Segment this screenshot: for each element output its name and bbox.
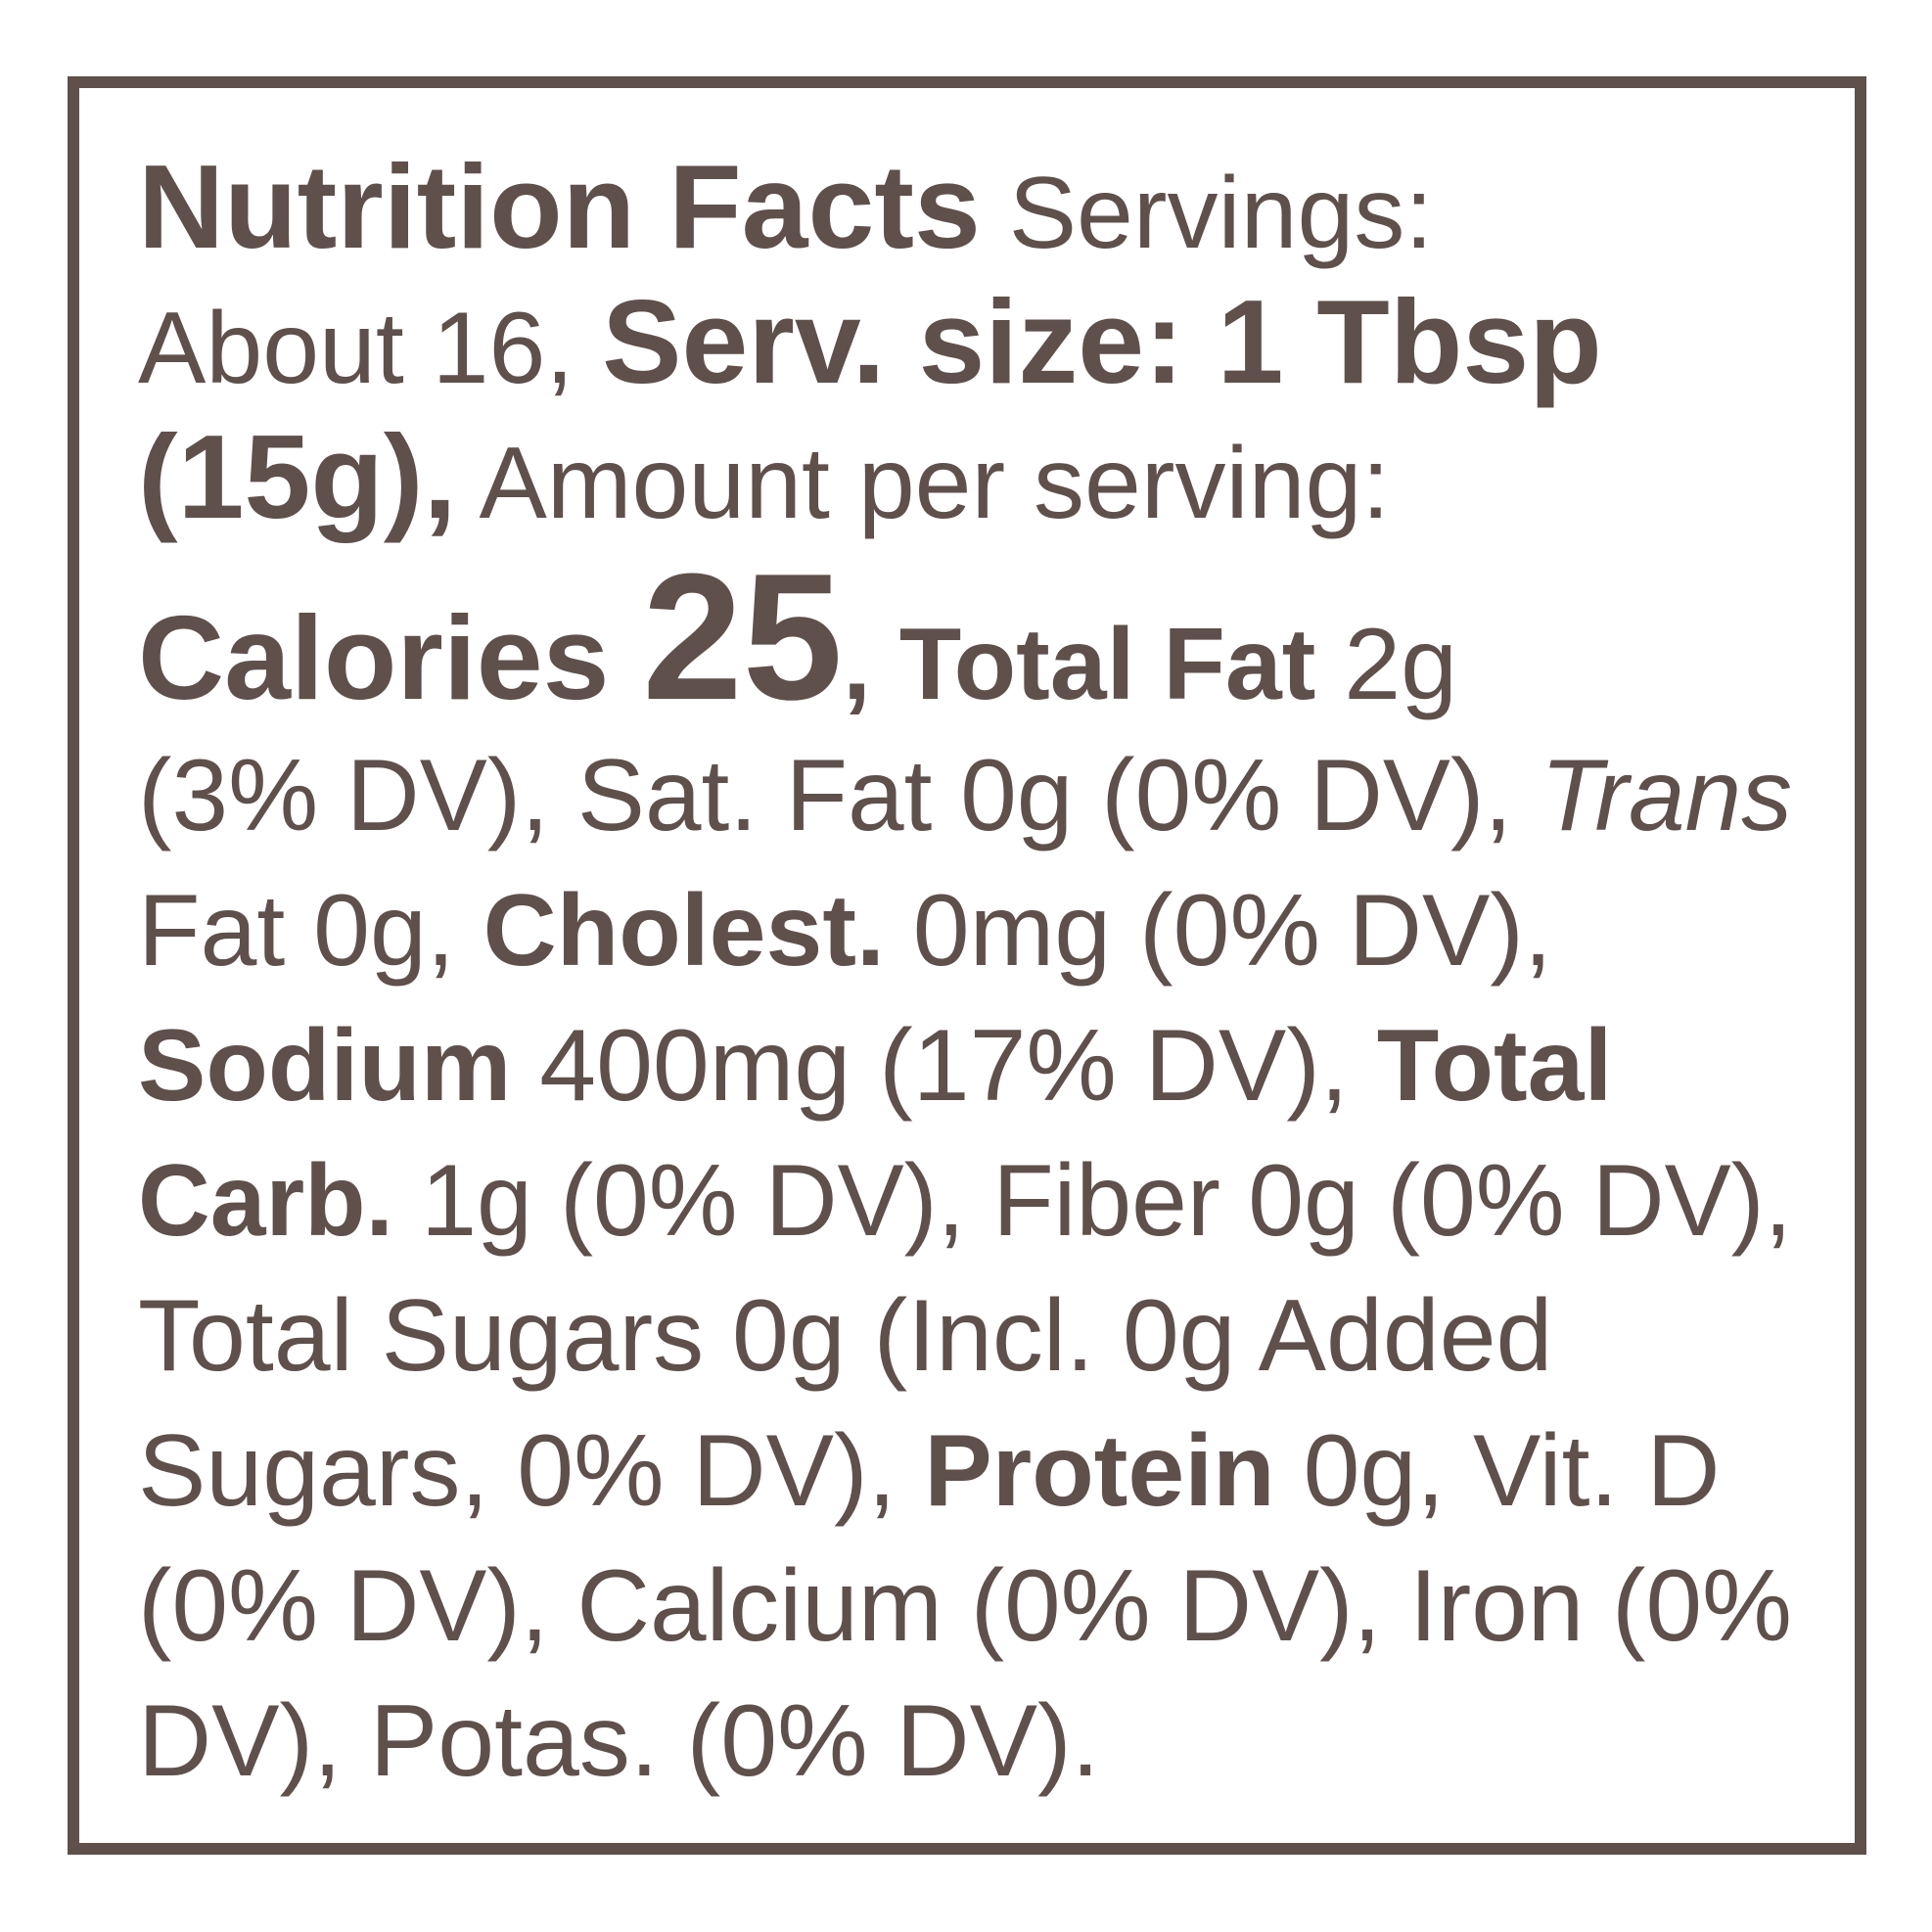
text-segment: 400mg (17% DV), xyxy=(511,1009,1377,1123)
text-segment: Total Sugars 0g (Incl. 0g Added xyxy=(138,1279,1553,1393)
text-line: Total Sugars 0g (Incl. 0g Added xyxy=(138,1268,1823,1403)
text-segment: Trans xyxy=(1540,739,1792,852)
text-line: Nutrition Facts Servings: xyxy=(138,139,1823,274)
text-segment: Fat 0g, xyxy=(138,874,483,988)
text-segment: Amount per serving: xyxy=(456,427,1391,540)
text-segment: Carb. xyxy=(138,1144,393,1258)
text-line: Calories 25, Total Fat 2g xyxy=(138,544,1823,728)
text-segment: 25 xyxy=(642,535,844,737)
label-text: Nutrition Facts Servings: About 16, Serv.… xyxy=(138,139,1823,1809)
text-segment: Nutrition Facts xyxy=(138,140,981,273)
text-segment: (0% DV), Calcium (0% DV), Iron (0% xyxy=(138,1549,1792,1663)
text-line: Carb. 1g (0% DV), Fiber 0g (0% DV), xyxy=(138,1133,1792,1268)
text-line: (15g), Amount per serving: xyxy=(138,409,1823,544)
text-segment: (3% DV), Sat. Fat 0g (0% DV), xyxy=(138,739,1541,852)
text-segment: 0g, Vit. D xyxy=(1274,1414,1721,1528)
text-segment: 2g xyxy=(1315,608,1457,721)
text-line: Fat 0g, Cholest. 0mg (0% DV), xyxy=(138,863,1823,998)
text-segment: Serv. size: 1 Tbsp xyxy=(602,275,1602,408)
text-segment: 1g (0% DV), Fiber 0g (0% DV), xyxy=(392,1144,1793,1258)
text-segment: Sodium xyxy=(138,1009,512,1123)
text-line: (3% DV), Sat. Fat 0g (0% DV), Trans xyxy=(138,728,1817,863)
text-segment: DV), Potas. (0% DV). xyxy=(138,1684,1100,1798)
text-segment: (15g), xyxy=(138,410,457,543)
text-segment: Calories xyxy=(138,591,643,724)
text-segment: About 16, xyxy=(138,292,603,405)
text-segment: Protein xyxy=(924,1414,1275,1528)
label-frame: Nutrition Facts Servings: About 16, Serv.… xyxy=(68,76,1866,1855)
text-segment: Sugars, 0% DV), xyxy=(138,1414,925,1528)
text-line: DV), Potas. (0% DV). xyxy=(138,1674,1823,1809)
text-line: Sodium 400mg (17% DV), Total xyxy=(138,998,1823,1133)
text-line: (0% DV), Calcium (0% DV), Iron (0% xyxy=(138,1539,1815,1674)
text-segment: Cholest. xyxy=(483,874,885,988)
text-line: About 16, Serv. size: 1 Tbsp xyxy=(138,274,1823,409)
text-line: Sugars, 0% DV), Protein 0g, Vit. D xyxy=(138,1403,1823,1539)
text-segment: Total xyxy=(1376,1009,1613,1123)
text-segment: , Total Fat xyxy=(843,608,1316,721)
text-segment: 0mg (0% DV), xyxy=(884,874,1552,988)
text-segment: Servings: xyxy=(980,157,1434,270)
